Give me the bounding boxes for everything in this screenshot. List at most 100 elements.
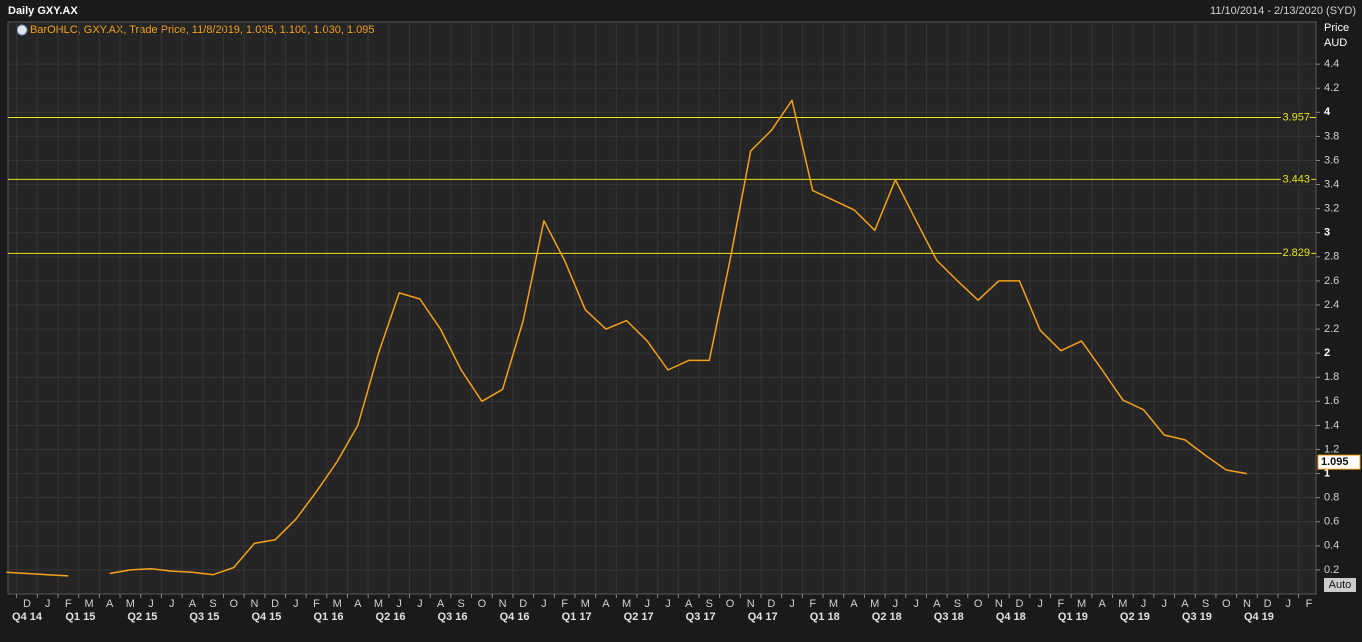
- x-tick-label: D: [23, 598, 31, 610]
- x-tick-label: J: [293, 598, 299, 610]
- x-tick-label: J: [893, 598, 899, 610]
- x-tick-label: O: [726, 598, 735, 610]
- scale-button[interactable]: [1324, 578, 1356, 592]
- x-tick-label: A: [354, 598, 362, 610]
- quarter-label: Q4 19: [1244, 611, 1274, 623]
- quarter-label: Q2 19: [1120, 611, 1150, 623]
- x-tick-label: J: [541, 598, 547, 610]
- x-tick-label: O: [229, 598, 238, 610]
- y-tick-label: 2.8: [1324, 251, 1339, 263]
- y-tick-label: 4.4: [1324, 58, 1339, 70]
- x-tick-label: J: [169, 598, 175, 610]
- y-tick-label: 4: [1324, 106, 1331, 118]
- y-tick-label: 0.2: [1324, 564, 1339, 576]
- legend-text: BarOHLC, GXY.AX, Trade Price, 11/8/2019,…: [30, 24, 374, 36]
- x-tick-label: N: [995, 598, 1003, 610]
- y-tick-label: 0.4: [1324, 540, 1339, 552]
- x-tick-label: M: [1118, 598, 1127, 610]
- x-tick-label: J: [789, 598, 795, 610]
- quarter-label: Q2 17: [624, 611, 654, 623]
- x-tick-label: S: [1202, 598, 1209, 610]
- x-tick-label: J: [1141, 598, 1147, 610]
- x-tick-label: D: [1264, 598, 1272, 610]
- x-tick-label: N: [499, 598, 507, 610]
- y-tick-label: 2.2: [1324, 323, 1339, 335]
- x-tick-label: J: [396, 598, 402, 610]
- quarter-label: Q4 18: [996, 611, 1026, 623]
- y-tick-label: 0.8: [1324, 492, 1339, 504]
- quarter-label: Q1 16: [313, 611, 343, 623]
- quarter-label: Q4 14: [12, 611, 43, 623]
- x-tick-label: M: [829, 598, 838, 610]
- x-tick-label: A: [685, 598, 693, 610]
- y-tick-label: 3: [1324, 227, 1330, 239]
- x-tick-label: F: [65, 598, 72, 610]
- last-price-box: [1317, 454, 1361, 470]
- x-tick-label: A: [933, 598, 941, 610]
- x-tick-label: N: [747, 598, 755, 610]
- quarter-label: Q2 18: [872, 611, 902, 623]
- quarter-label: Q2 16: [376, 611, 406, 623]
- y-tick-label: 1.4: [1324, 419, 1339, 431]
- quarter-label: Q4 17: [748, 611, 778, 623]
- x-tick-label: A: [189, 598, 197, 610]
- x-tick-label: J: [1037, 598, 1043, 610]
- x-tick-label: D: [519, 598, 527, 610]
- x-tick-label: J: [1161, 598, 1167, 610]
- x-tick-label: A: [1099, 598, 1107, 610]
- y-axis-label: Price: [1324, 22, 1349, 34]
- x-tick-label: F: [809, 598, 816, 610]
- x-tick-label: O: [1222, 598, 1231, 610]
- x-tick-label: S: [954, 598, 961, 610]
- y-tick-label: 2: [1324, 347, 1330, 359]
- y-axis-unit: AUD: [1324, 37, 1347, 49]
- quarter-label: Q1 15: [65, 611, 95, 623]
- quarter-label: Q4 16: [500, 611, 530, 623]
- x-tick-label: F: [313, 598, 320, 610]
- y-tick-label: 1: [1324, 467, 1330, 479]
- x-tick-label: S: [706, 598, 713, 610]
- y-tick-label: 3.2: [1324, 203, 1339, 215]
- y-tick-label: 3.6: [1324, 154, 1339, 166]
- x-tick-label: M: [126, 598, 135, 610]
- quarter-label: Q4 15: [251, 611, 281, 623]
- y-tick-label: 0.6: [1324, 516, 1339, 528]
- quarter-label: Q3 19: [1182, 611, 1212, 623]
- x-tick-label: D: [767, 598, 775, 610]
- y-tick-label: 1.8: [1324, 371, 1339, 383]
- x-tick-label: D: [1016, 598, 1024, 610]
- x-tick-label: N: [250, 598, 258, 610]
- price-line: [6, 99, 1248, 577]
- y-tick-label: 1.6: [1324, 395, 1339, 407]
- x-tick-label: M: [581, 598, 590, 610]
- x-tick-label: N: [1243, 598, 1251, 610]
- x-tick-label: O: [478, 598, 487, 610]
- x-tick-label: M: [622, 598, 631, 610]
- x-tick-label: M: [1077, 598, 1086, 610]
- y-tick-label: 4.2: [1324, 82, 1339, 94]
- chart-title: Daily GXY.AX: [8, 5, 78, 17]
- x-tick-label: A: [437, 598, 445, 610]
- plot-area: [7, 21, 1317, 595]
- x-tick-label: S: [209, 598, 216, 610]
- x-tick-label: M: [870, 598, 879, 610]
- quarter-label: Q1 17: [562, 611, 592, 623]
- x-tick-label: M: [333, 598, 342, 610]
- quarter-label: Q2 15: [127, 611, 157, 623]
- scale-mode[interactable]: Auto: [1329, 579, 1352, 591]
- x-tick-label: A: [106, 598, 114, 610]
- legend-icon: [16, 24, 28, 36]
- x-tick-label: F: [1306, 598, 1313, 610]
- x-tick-label: J: [148, 598, 154, 610]
- x-tick-label: J: [45, 598, 51, 610]
- x-tick-label: M: [374, 598, 383, 610]
- date-range: 11/10/2014 - 2/13/2020 (SYD): [1210, 5, 1356, 17]
- x-tick-label: S: [458, 598, 465, 610]
- x-tick-label: F: [561, 598, 568, 610]
- x-tick-label: J: [417, 598, 423, 610]
- x-tick-label: A: [850, 598, 858, 610]
- quarter-label: Q1 18: [810, 611, 840, 623]
- y-tick-label: 3.8: [1324, 130, 1339, 142]
- x-tick-label: J: [665, 598, 671, 610]
